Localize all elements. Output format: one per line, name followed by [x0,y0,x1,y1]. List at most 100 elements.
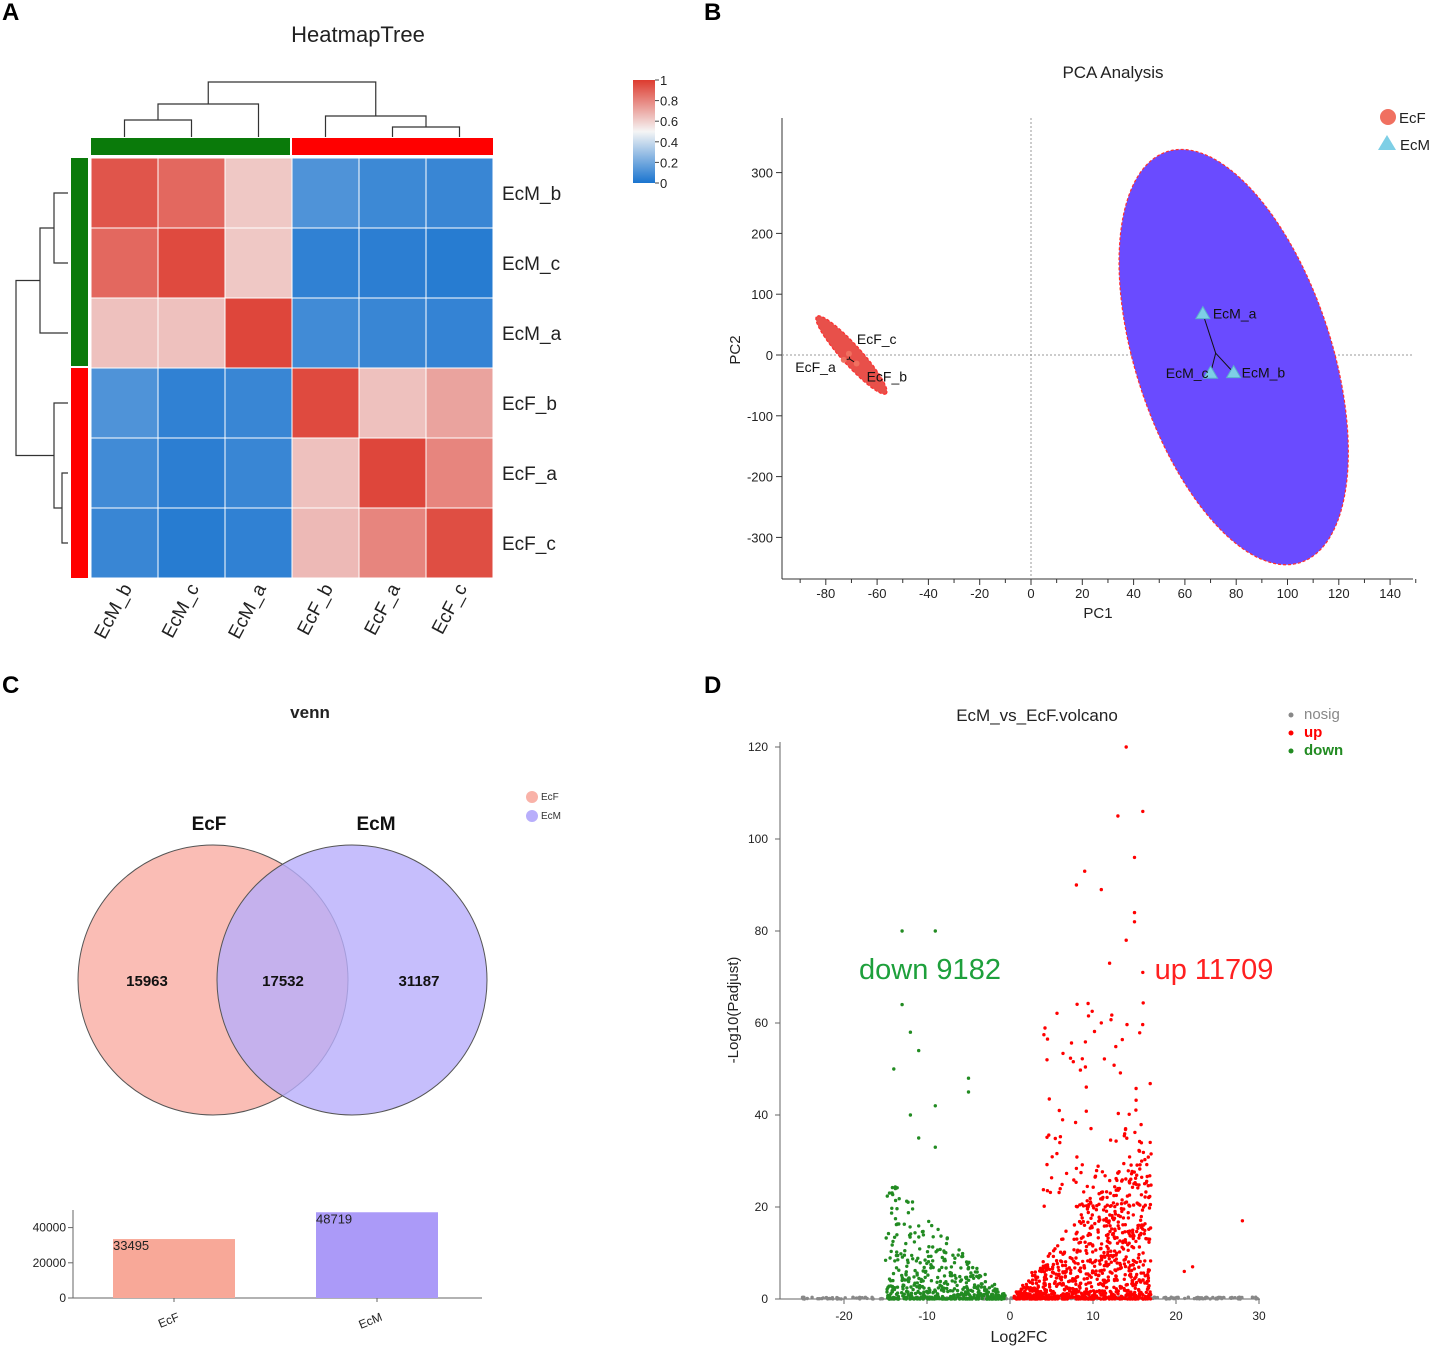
bar-category-label: EcM [357,1310,385,1332]
volcano-point-up [1065,1267,1069,1271]
volcano-point-nosig [1214,1297,1218,1301]
volcano-point-down [910,1207,915,1211]
volcano-point-up [1149,1183,1153,1187]
volcano-point-up [1068,1271,1073,1275]
volcano-point-up [1114,1268,1118,1273]
volcano-point-up [1088,1232,1093,1237]
volcano-point-down [933,929,937,933]
volcano-point-down [937,1297,942,1301]
volcano-point-up [1048,1190,1053,1195]
venn-count-intersection: 17532 [262,973,304,990]
volcano-point-up [1141,1223,1145,1227]
volcano-point-down [893,1259,897,1263]
volcano-point-up [1130,1281,1135,1285]
pca-point-label: EcF_b [867,369,908,385]
volcano-point-down [893,1198,898,1203]
volcano-point-up [1048,1252,1052,1256]
volcano-point-up [1037,1279,1041,1283]
volcano-point-down [907,1276,911,1280]
volcano-point-nosig [1173,1296,1177,1300]
volcano-point-up [1072,1223,1077,1227]
volcano-point-down [908,1297,912,1301]
volcano-x-tick-label: 0 [1007,1309,1014,1323]
heatmap-column-label: EcF_b [294,580,338,638]
volcano-point-up [1138,1203,1142,1207]
volcano-point-nosig [1205,1296,1210,1300]
volcano-point-up [1063,1260,1068,1264]
volcano-point-up [1102,1218,1106,1222]
volcano-point-up [1072,1259,1076,1263]
volcano-point-down [931,1259,935,1263]
volcano-point-down [889,1211,894,1215]
volcano-point-down [966,1076,971,1080]
volcano-legend-label: down [1304,742,1343,759]
venn-panel: venn EcF EcM 15963 17532 31187 EcF EcM 4… [0,670,700,1348]
volcano-point-down [909,1291,914,1295]
volcano-point-down [911,1296,916,1300]
volcano-legend-label: nosig [1304,706,1340,723]
dendrogram-link [15,279,54,457]
volcano-point-up [1104,1233,1109,1238]
pca-point-ecm [1194,305,1211,320]
volcano-point-up [1114,1274,1118,1278]
volcano-point-up [1033,1270,1037,1274]
volcano-point-up [1108,1213,1112,1217]
pca-point-ecf [853,360,860,367]
heatmap-title: HeatmapTree [291,22,425,47]
volcano-point-up [1134,1280,1139,1285]
volcano-point-up [1095,1277,1099,1281]
volcano-point-up [1104,1280,1108,1284]
volcano-point-up [1078,1269,1083,1274]
volcano-point-up [1091,1244,1095,1248]
volcano-point-up [1049,1274,1053,1278]
volcano-point-down [933,1289,938,1293]
volcano-point-up [1112,1249,1117,1253]
volcano-point-up [1099,1197,1103,1201]
volcano-point-nosig [843,1296,847,1300]
volcano-point-up [1045,1058,1049,1062]
volcano-point-up [1097,1192,1101,1196]
volcano-point-up [1127,1155,1132,1159]
volcano-point-down [997,1296,1002,1301]
pca-centroid-link [1202,313,1217,354]
volcano-point-up [1088,1196,1092,1201]
volcano-point-up [1106,1250,1110,1254]
volcano-point-up [1092,1292,1097,1296]
volcano-point-up [1108,1138,1113,1142]
volcano-point-up [1131,1228,1135,1232]
volcano-point-down [979,1285,984,1289]
heatmap-cell [291,437,360,509]
heatmap-cell [90,367,159,439]
volcano-point-up [1092,1029,1097,1034]
volcano-point-up [1112,1278,1117,1283]
volcano-point-up [1086,1281,1091,1285]
pca-x-tick-label: 40 [1126,586,1140,601]
volcano-point-down [969,1271,973,1275]
pca-x-tick-label: -60 [868,586,887,601]
volcano-point-up [1081,1204,1086,1208]
volcano-point-down [918,1283,922,1288]
volcano-point-down [959,1278,964,1282]
volcano-point-up [1132,920,1137,924]
volcano-point-down [934,1296,939,1300]
volcano-point-up [1074,883,1079,887]
pca-x-tick-label: 0 [1027,586,1034,601]
volcano-point-up [1090,1261,1095,1265]
volcano-annotation-down: down 9182 [859,954,1001,986]
volcano-point-up [1137,1183,1141,1187]
pca-point-label: EcM_b [1242,365,1286,381]
volcano-point-up [1122,1277,1126,1281]
volcano-point-up [1043,1290,1048,1295]
volcano-point-up [1090,1213,1094,1217]
volcano-axes: 0 20 40 60 80 100 120 -20 -10 0 10 20 30 [748,740,1266,1323]
volcano-point-up [1141,1001,1145,1005]
volcano-point-down [973,1270,978,1274]
volcano-point-nosig [880,1297,885,1301]
colorbar-tick-label: 0.2 [660,155,678,170]
volcano-point-up [1124,1283,1128,1287]
volcano-point-up [1123,1127,1128,1132]
volcano-point-up [1086,1014,1091,1018]
volcano-y-tick-label: 20 [755,1200,769,1214]
